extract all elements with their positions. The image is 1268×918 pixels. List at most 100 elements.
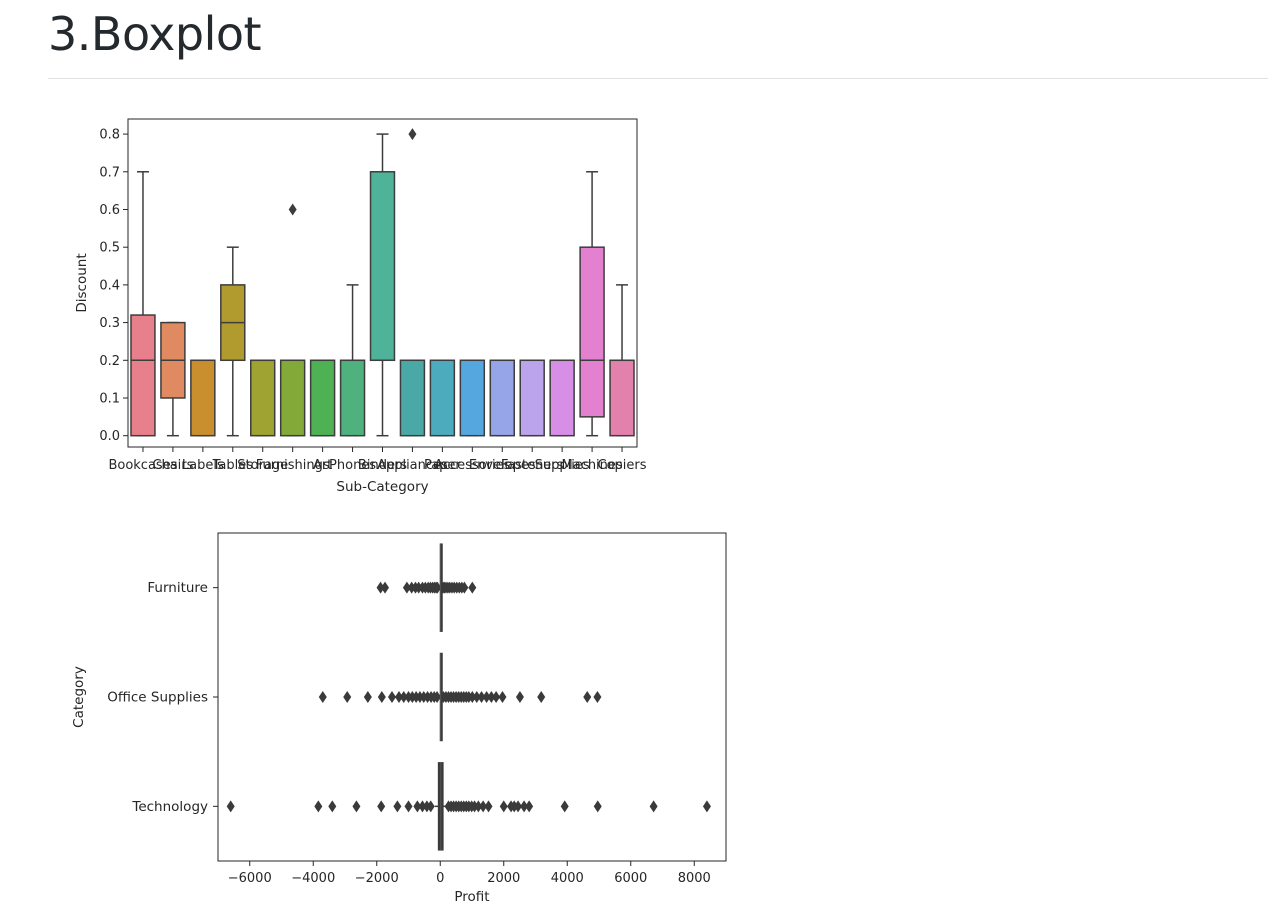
flier-point bbox=[649, 800, 658, 813]
x-tick-label: Art bbox=[313, 458, 332, 473]
y-tick-label: 0.0 bbox=[99, 429, 120, 444]
x-tick-label: Envelopes bbox=[469, 458, 536, 473]
x-axis-label: Profit bbox=[454, 889, 489, 905]
box-body bbox=[130, 314, 156, 437]
y-tick-label: 0.1 bbox=[99, 391, 120, 406]
flier-point bbox=[393, 800, 402, 813]
flier-point bbox=[514, 800, 523, 813]
y-tick-label: Furniture bbox=[147, 580, 208, 596]
box-furniture bbox=[376, 543, 477, 632]
box-body bbox=[459, 359, 486, 437]
flier-point bbox=[426, 800, 435, 813]
x-axis-label: Sub-Category bbox=[336, 479, 428, 495]
box-body bbox=[309, 359, 336, 437]
x-tick-label: Appliances bbox=[377, 458, 448, 473]
flier-point bbox=[433, 581, 442, 594]
flier-point bbox=[702, 800, 711, 813]
flier-point bbox=[363, 691, 372, 703]
x-tick-label: −4000 bbox=[291, 871, 335, 886]
box-body bbox=[549, 359, 575, 437]
x-tick-label: Tables bbox=[212, 458, 254, 473]
flier-point bbox=[593, 800, 602, 813]
flier-point bbox=[408, 128, 417, 141]
heading-divider bbox=[48, 78, 1268, 79]
flier-point bbox=[487, 691, 496, 703]
box-body bbox=[339, 359, 366, 437]
flier-point bbox=[399, 691, 408, 703]
flier-point bbox=[593, 691, 602, 703]
box-art bbox=[309, 359, 336, 437]
x-tick-label: Chairs bbox=[152, 458, 193, 473]
box-body bbox=[429, 359, 456, 437]
box-phones bbox=[339, 284, 366, 437]
flier-point bbox=[484, 800, 493, 813]
box-office-supplies bbox=[318, 652, 602, 742]
y-tick-label: Office Supplies bbox=[107, 690, 208, 706]
box-supplies bbox=[549, 359, 575, 437]
flier-point bbox=[560, 800, 569, 813]
box-body bbox=[279, 359, 306, 437]
flier-point bbox=[376, 581, 385, 594]
discount-boxplot: 0.0 0.1 0.2 0.3 0.4 0.5 0.6 0.7 0.8 BookcasesChai… bbox=[74, 118, 647, 495]
flier-point bbox=[433, 691, 442, 703]
flier-point bbox=[314, 800, 323, 813]
x-tick-label: Phones bbox=[329, 458, 376, 473]
box-technology bbox=[226, 762, 711, 851]
x-tick-label: 8000 bbox=[678, 871, 711, 886]
flier-point bbox=[468, 691, 477, 703]
box-envelopes bbox=[489, 359, 515, 437]
flier-point bbox=[404, 800, 413, 813]
x-tick-label: Binders bbox=[358, 458, 407, 473]
flier-point bbox=[468, 581, 477, 594]
y-tick-label: Technology bbox=[131, 799, 208, 815]
y-axis-label: Discount bbox=[74, 253, 90, 312]
x-tick-label: Bookcases bbox=[108, 458, 177, 473]
x-tick-label: Copiers bbox=[598, 458, 647, 473]
flier-point bbox=[498, 691, 507, 703]
box-body bbox=[579, 246, 605, 418]
flier-point bbox=[377, 800, 386, 813]
flier-point bbox=[492, 691, 501, 703]
flier-point bbox=[288, 203, 297, 216]
flier-point bbox=[482, 691, 491, 703]
flier-point bbox=[520, 800, 529, 813]
flier-point bbox=[381, 581, 390, 594]
box-fasteners bbox=[519, 359, 545, 437]
page-heading: 3.Boxplot bbox=[48, 7, 262, 61]
box-body bbox=[250, 359, 276, 437]
box-labels bbox=[190, 359, 216, 437]
y-axis-label: Category bbox=[71, 666, 87, 728]
box-body bbox=[369, 171, 396, 362]
x-tick-label: 4000 bbox=[551, 871, 584, 886]
box-bookcases bbox=[130, 171, 156, 437]
y-tick-label: 0.8 bbox=[99, 128, 120, 143]
box-copiers bbox=[609, 284, 635, 437]
y-tick-label: 0.4 bbox=[99, 278, 120, 293]
box-chairs bbox=[160, 321, 186, 437]
y-tick-label: 0.7 bbox=[99, 165, 120, 180]
flier-point bbox=[343, 691, 352, 703]
box-appliances bbox=[399, 128, 426, 437]
x-tick-label: 6000 bbox=[614, 871, 647, 886]
flier-point bbox=[460, 581, 469, 594]
box-body bbox=[399, 359, 426, 437]
flier-point bbox=[226, 800, 235, 813]
flier-point bbox=[352, 800, 361, 813]
flier-point bbox=[328, 800, 337, 813]
box-body bbox=[519, 359, 545, 437]
box-accessories bbox=[459, 359, 486, 437]
flier-point bbox=[402, 581, 411, 594]
box-machines bbox=[579, 171, 605, 437]
flier-point bbox=[537, 691, 546, 703]
box-tables bbox=[220, 246, 246, 437]
x-tick-label: Paper bbox=[424, 458, 461, 473]
flier-point bbox=[318, 691, 327, 703]
x-tick-label: −2000 bbox=[355, 871, 399, 886]
x-tick-label: Labels bbox=[182, 458, 224, 473]
box-paper bbox=[429, 359, 456, 437]
flier-point bbox=[377, 691, 386, 703]
box-body bbox=[609, 359, 635, 437]
x-tick-label: Fasteners bbox=[501, 458, 564, 473]
x-tick-label: Storage bbox=[237, 458, 288, 473]
flier-point bbox=[394, 691, 403, 703]
